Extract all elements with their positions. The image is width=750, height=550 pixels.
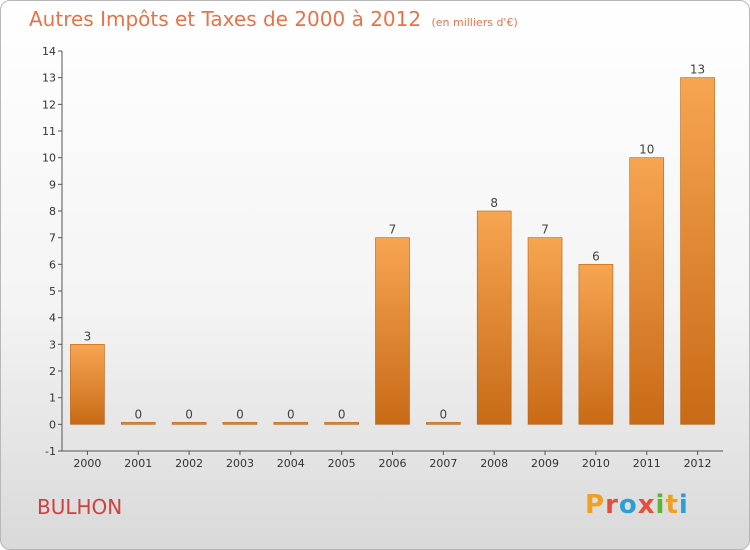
bar-value-label: 6 [592, 249, 600, 263]
y-tick-label: 2 [49, 365, 56, 378]
y-tick-label: 4 [49, 312, 56, 325]
y-tick-label: 6 [49, 258, 56, 271]
x-tick-label: 2005 [328, 457, 356, 470]
y-tick-label: 3 [49, 338, 56, 351]
bar [680, 77, 715, 425]
bar-value-label: 13 [690, 63, 705, 77]
chart-title-text: Autres Impôts et Taxes de 2000 à 2012 [29, 7, 422, 31]
x-tick-label: 2003 [226, 457, 254, 470]
x-tick-label: 2001 [124, 457, 152, 470]
bar-value-label: 0 [134, 407, 142, 421]
x-tick-label: 2000 [73, 457, 101, 470]
bar-value-label: 0 [185, 407, 193, 421]
bar-value-label: 7 [541, 223, 549, 237]
logo-letter: P [585, 490, 606, 520]
bar-value-label: 10 [639, 143, 654, 157]
x-tick-label: 2009 [531, 457, 559, 470]
bar-value-label: 0 [287, 407, 295, 421]
x-tick-label: 2010 [582, 457, 610, 470]
bar-value-label: 7 [389, 223, 397, 237]
y-tick-label: 13 [42, 72, 56, 85]
y-tick-label: -1 [45, 445, 56, 458]
chart-unit-label: (en milliers d'€) [431, 16, 518, 29]
y-tick-label: 5 [49, 285, 56, 298]
logo-letter: i [655, 490, 666, 520]
bar-value-label: 8 [490, 196, 498, 210]
bar [222, 422, 258, 425]
chart-title: Autres Impôts et Taxes de 2000 à 2012 (e… [29, 7, 518, 31]
y-tick-label: 8 [49, 205, 56, 218]
x-tick-label: 2002 [175, 457, 203, 470]
y-tick-label: 7 [49, 232, 56, 245]
bar [273, 422, 309, 425]
x-tick-label: 2012 [684, 457, 712, 470]
y-tick-label: 14 [42, 45, 56, 58]
logo-letter: r [605, 490, 619, 520]
bar-value-label: 0 [338, 407, 346, 421]
y-tick-label: 11 [42, 125, 56, 138]
logo-letter: i [678, 490, 689, 520]
bars [70, 77, 715, 425]
logo-letter: t [665, 490, 679, 520]
proxiti-logo[interactable]: Proxiti [585, 490, 689, 520]
y-tick-label: 10 [42, 152, 56, 165]
x-tick-label: 2011 [633, 457, 661, 470]
bar [629, 157, 665, 425]
bar [324, 422, 359, 425]
x-tick-label: 2004 [277, 457, 305, 470]
logo-letter: o [618, 490, 638, 520]
y-tick-label: 1 [49, 392, 56, 405]
logo-letter: x [637, 490, 656, 520]
bar [476, 210, 512, 425]
bar-value-label: 0 [236, 407, 244, 421]
bar [578, 264, 614, 425]
value-labels: 3 0 0 0 0 0 7 0 8 7 6 10 13 [84, 63, 706, 422]
bar [375, 237, 410, 425]
y-tick-label: 9 [49, 178, 56, 191]
bar [120, 422, 156, 425]
y-tick-label: 12 [42, 98, 56, 111]
bar [171, 422, 207, 425]
bar-value-label: 0 [440, 407, 448, 421]
x-tick-label: 2007 [429, 457, 457, 470]
bar-value-label: 3 [84, 329, 92, 343]
commune-name: BULHON [37, 495, 123, 519]
x-tick-label: 2008 [480, 457, 508, 470]
x-tick-label: 2006 [379, 457, 407, 470]
bar [426, 422, 461, 425]
bar [70, 344, 105, 425]
y-tick-label: 0 [49, 418, 56, 431]
bar [527, 237, 563, 425]
